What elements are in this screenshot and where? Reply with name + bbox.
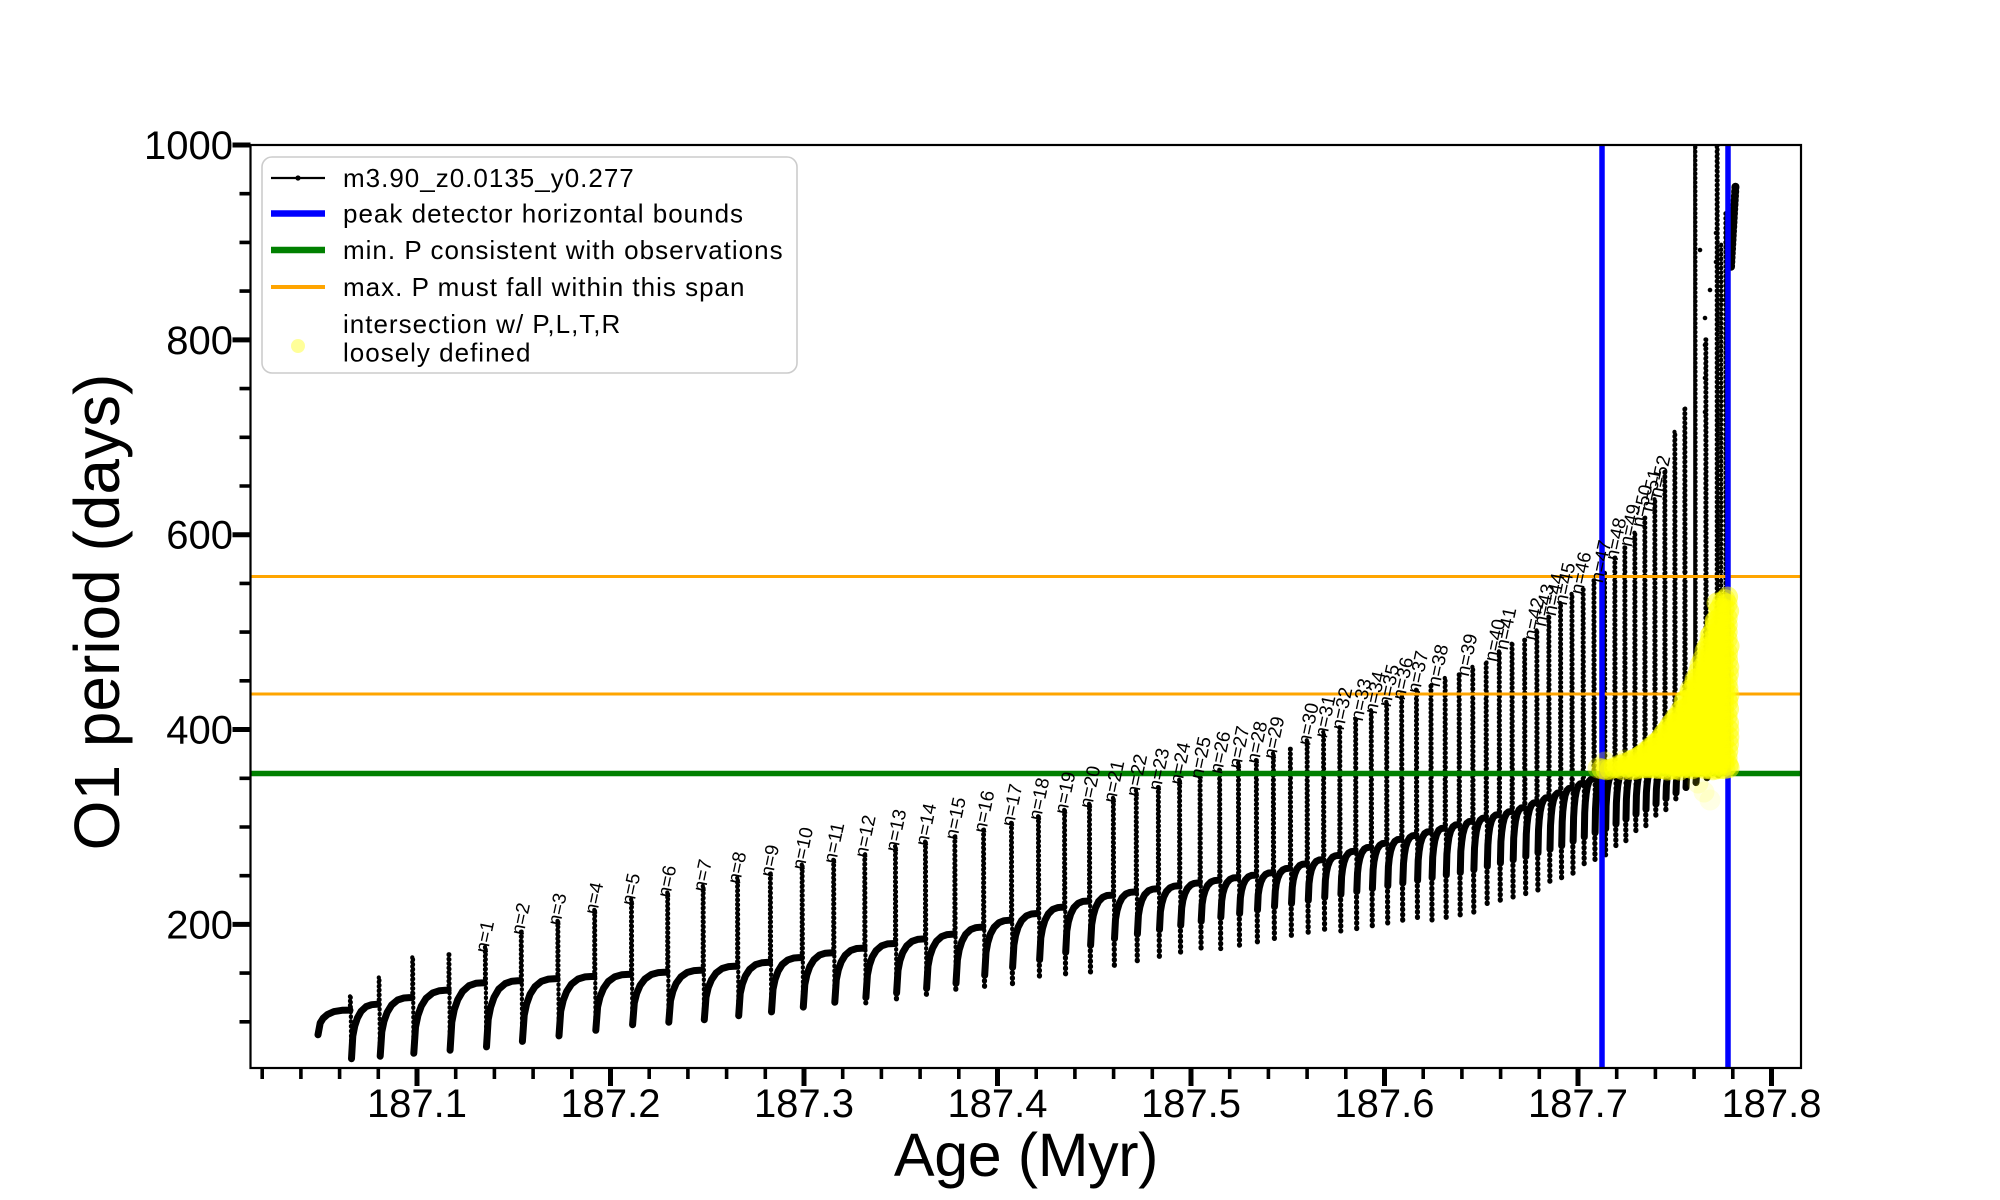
svg-text:min. P consistent with observa: min. P consistent with observations <box>343 235 784 265</box>
svg-text:187.2: 187.2 <box>560 1082 660 1126</box>
svg-text:600: 600 <box>166 514 233 558</box>
svg-text:1000: 1000 <box>144 124 233 168</box>
svg-text:max. P must fall within this s: max. P must fall within this span <box>343 272 745 302</box>
svg-text:800: 800 <box>166 319 233 363</box>
svg-text:m3.90_z0.0135_y0.277: m3.90_z0.0135_y0.277 <box>343 163 635 193</box>
svg-text:187.4: 187.4 <box>947 1082 1047 1126</box>
svg-text:200: 200 <box>166 903 233 947</box>
svg-text:Age (Myr): Age (Myr) <box>894 1121 1158 1189</box>
svg-text:peak detector horizontal bound: peak detector horizontal bounds <box>343 199 744 229</box>
svg-text:187.5: 187.5 <box>1141 1082 1241 1126</box>
svg-text:187.8: 187.8 <box>1721 1082 1821 1126</box>
svg-text:187.3: 187.3 <box>754 1082 854 1126</box>
svg-text:187.7: 187.7 <box>1528 1082 1628 1126</box>
svg-text:loosely defined: loosely defined <box>343 338 531 368</box>
svg-text:187.6: 187.6 <box>1334 1082 1434 1126</box>
svg-text:O1 period (days): O1 period (days) <box>61 374 133 851</box>
svg-text:400: 400 <box>166 709 233 753</box>
svg-text:intersection w/ P,L,T,R: intersection w/ P,L,T,R <box>343 309 621 339</box>
svg-text:187.1: 187.1 <box>367 1082 467 1126</box>
